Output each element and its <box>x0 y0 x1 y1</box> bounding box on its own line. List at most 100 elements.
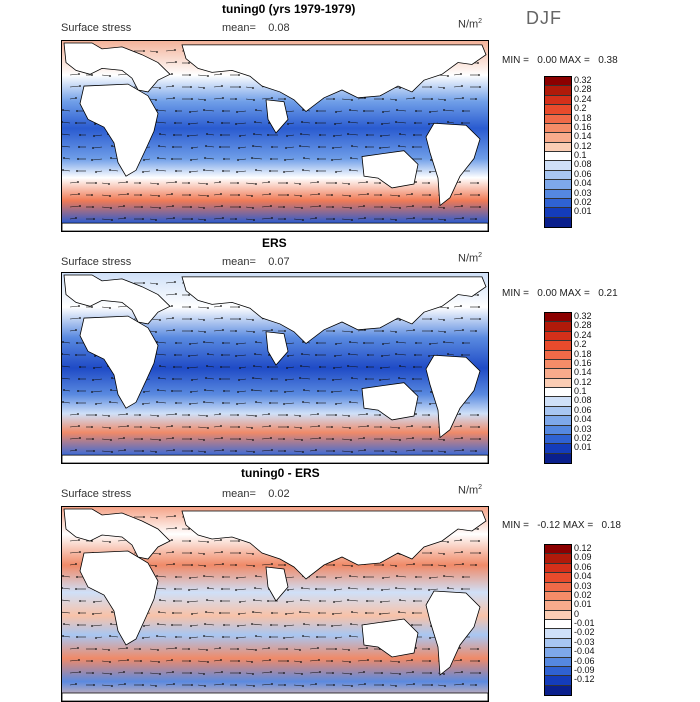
colorbar-level-label: -0.12 <box>574 674 595 685</box>
colorbar-swatch <box>545 170 571 181</box>
colorbar-level-label: 0.03 <box>574 423 592 434</box>
colorbar-swatch <box>545 123 571 134</box>
colorbar-level-label: 0.1 <box>574 150 587 160</box>
season-label: DJF <box>526 8 562 28</box>
colorbar-level-label: -0.03 <box>574 636 595 647</box>
colorbar-swatch <box>545 620 571 630</box>
colorbar <box>544 76 572 228</box>
colorbar-level-label: 0.18 <box>574 348 592 359</box>
colorbar <box>544 544 572 696</box>
colorbar-swatch <box>545 198 571 209</box>
mean-label: mean= <box>222 256 256 268</box>
colorbar-swatch <box>545 610 571 620</box>
colorbar-labels: 0.12 0.09 0.06 0.04 0.03 0.02 0.01 0 -0.01 -0.02-… <box>574 543 595 691</box>
colorbar-level-label: 0.01 <box>574 442 592 453</box>
panel-model: tuning0 (yrs 1979-1979) Surface stress m… <box>0 0 700 236</box>
min-max-readout: MIN = -0.12 MAX = 0.18 <box>502 520 621 531</box>
colorbar-swatch <box>545 425 571 435</box>
colorbar-level-label: 0.06 <box>574 404 592 415</box>
map-canvas <box>62 273 488 463</box>
colorbar-level-label: 0.2 <box>574 339 587 350</box>
colorbar-level-label: 0.08 <box>574 159 592 170</box>
mean-readout: mean= 0.08 <box>222 22 290 34</box>
colorbar-labels: 0.32 0.28 0.24 0.2 0.18 0.16 0.14 0.12 0.1 0.08 0.… <box>574 75 592 223</box>
colorbar-level-label: -0.01 <box>574 618 595 628</box>
variable-label: Surface stress <box>61 256 132 268</box>
colorbar-swatch <box>545 359 571 370</box>
colorbar-level-label: 0.06 <box>574 168 592 179</box>
colorbar-swatch <box>545 573 571 583</box>
colorbar-level-label: 0.12 <box>574 543 592 553</box>
colorbar-level-label: 0.02 <box>574 589 592 600</box>
colorbar-level-label: 0.09 <box>574 552 592 563</box>
colorbar-level-label: 0.08 <box>574 395 592 406</box>
colorbar-swatch <box>545 105 571 115</box>
colorbar-level-label: 0.02 <box>574 196 592 207</box>
colorbar-swatch <box>545 638 571 649</box>
colorbar-swatch <box>545 582 571 592</box>
colorbar-swatch <box>545 601 571 611</box>
units-label: N/m2 <box>458 18 483 31</box>
colorbar-swatch <box>545 86 571 96</box>
colorbar-swatch <box>545 142 571 152</box>
colorbar-swatch <box>545 208 571 218</box>
colorbar-swatch <box>545 563 571 574</box>
colorbar-level-label: 0 <box>574 608 580 619</box>
colorbar-swatch <box>545 322 571 332</box>
colorbar-swatch <box>545 676 571 686</box>
colorbar-level-label: 0.12 <box>574 140 592 151</box>
colorbar-swatch <box>545 657 571 667</box>
colorbar-swatch <box>545 648 571 658</box>
mean-value: 0.07 <box>268 256 290 268</box>
colorbar-level-label: -0.09 <box>574 664 595 675</box>
colorbar-swatch <box>545 591 571 602</box>
colorbar-level-label: 0.04 <box>574 414 592 425</box>
colorbar-swatch <box>545 666 571 677</box>
colorbar-level-label: 0.04 <box>574 178 592 189</box>
colorbar-level-label: -0.06 <box>574 655 595 666</box>
panel-difference: tuning0 - ERS Surface stress mean= 0.02 … <box>0 466 700 702</box>
colorbar-swatch <box>545 444 571 454</box>
colorbar-swatch <box>545 133 571 143</box>
variable-label: Surface stress <box>61 22 132 34</box>
colorbar-swatch <box>545 217 571 227</box>
land-masses <box>62 274 488 463</box>
colorbar-swatch <box>545 114 571 124</box>
variable-label: Surface stress <box>61 488 132 500</box>
colorbar-level-label: 0.16 <box>574 121 592 132</box>
colorbar-level-label: 0.18 <box>574 112 592 123</box>
colorbar <box>544 312 572 464</box>
colorbar-swatch <box>545 152 571 162</box>
colorbar-level-label: 0.28 <box>574 84 592 95</box>
colorbar-level-label: -0.04 <box>574 646 595 657</box>
colorbar-swatch <box>545 388 571 398</box>
colorbar-swatch <box>545 453 571 463</box>
colorbar-level-label: 0.1 <box>574 386 587 396</box>
colorbar-level-label: 0.32 <box>574 75 592 85</box>
units-label: N/m2 <box>458 484 483 497</box>
colorbar-level-label: -0.02 <box>574 627 595 638</box>
colorbar-swatch <box>545 545 571 555</box>
mean-label: mean= <box>222 488 256 500</box>
colorbar-swatch <box>545 313 571 323</box>
colorbar-swatch <box>545 397 571 407</box>
colorbar-swatch <box>545 406 571 417</box>
colorbar-level-label: 0.28 <box>574 320 592 331</box>
panel-observed: ERS Surface stress mean= 0.07 N/m2 MIN =… <box>0 236 700 472</box>
stress-map <box>61 272 489 464</box>
colorbar-level-label: 0.14 <box>574 367 592 378</box>
colorbar-level-label: 0.06 <box>574 561 592 572</box>
min-max-readout: MIN = 0.00 MAX = 0.21 <box>502 288 618 299</box>
colorbar-swatch <box>545 416 571 426</box>
colorbar-swatch <box>545 180 571 190</box>
units-label: N/m2 <box>458 252 483 265</box>
colorbar-swatch <box>545 331 571 342</box>
stress-map <box>61 506 489 702</box>
panel-title: tuning0 (yrs 1979-1979) <box>222 2 356 16</box>
panel-title: tuning0 - ERS <box>241 466 320 480</box>
colorbar-level-label: 0.03 <box>574 580 592 591</box>
colorbar-level-label: 0.01 <box>574 206 592 217</box>
colorbar-swatch <box>545 378 571 388</box>
colorbar-level-label: 0.32 <box>574 311 592 321</box>
colorbar-level-label: 0.04 <box>574 571 592 582</box>
